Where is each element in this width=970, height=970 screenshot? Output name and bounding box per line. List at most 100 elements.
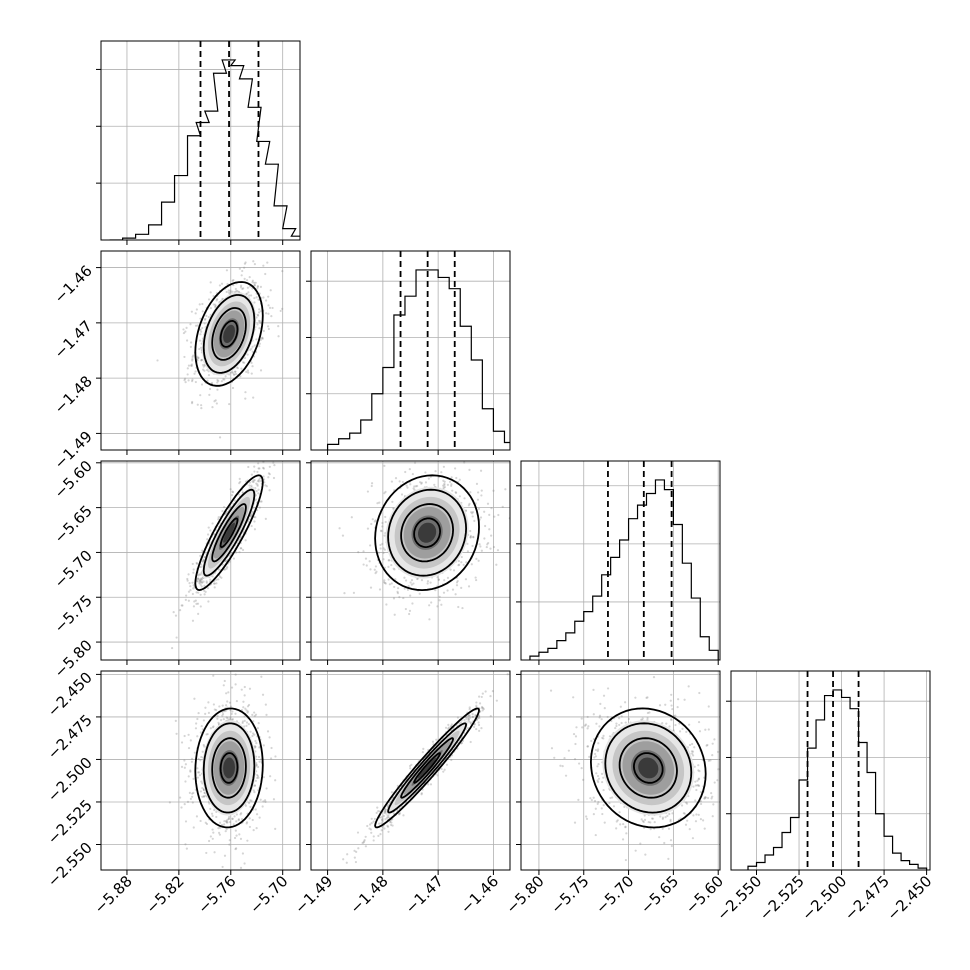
sample-point (380, 822, 383, 825)
sample-point (196, 359, 199, 362)
y-tick-label: −5.75 (51, 591, 96, 636)
sample-point (443, 482, 446, 485)
sample-point (205, 580, 208, 583)
sample-point (256, 727, 259, 730)
sample-point (390, 791, 394, 794)
sample-point (186, 800, 190, 803)
sample-point (697, 784, 701, 787)
sample-point (259, 321, 262, 324)
sample-point (664, 703, 667, 706)
sample-point (267, 312, 270, 315)
sample-point (379, 833, 382, 836)
sample-point (667, 827, 671, 830)
sample-point (691, 750, 695, 753)
sample-point (387, 559, 390, 562)
sample-point (438, 595, 441, 598)
sample-point (259, 758, 263, 761)
sample-point (209, 529, 212, 532)
sample-point (222, 378, 225, 381)
sample-point (398, 813, 401, 816)
sample-point (594, 833, 597, 837)
sample-point (383, 464, 386, 467)
sample-point (265, 713, 268, 716)
sample-point (618, 723, 621, 727)
sample-point (346, 853, 349, 856)
sample-point (703, 797, 706, 800)
contour-line (374, 707, 480, 829)
sample-point (256, 479, 259, 483)
sample-point (268, 306, 272, 309)
sample-point (450, 476, 453, 479)
sample-point (241, 269, 244, 273)
sample-point (634, 696, 637, 699)
sample-point (234, 712, 237, 715)
sample-point (404, 579, 408, 582)
sample-point (614, 726, 617, 730)
sample-point (237, 818, 240, 822)
sample-point (573, 821, 577, 824)
sample-point (404, 607, 407, 611)
sample-point (200, 565, 203, 568)
sample-point (268, 736, 271, 739)
sample-point (231, 490, 234, 493)
sample-point (195, 561, 198, 565)
contour-line (604, 722, 693, 814)
sample-point (447, 726, 451, 729)
sample-point (436, 576, 439, 579)
sample-point (279, 457, 281, 459)
sample-point (224, 568, 227, 571)
sample-point (197, 578, 200, 581)
sample-point (199, 554, 202, 557)
sample-point (471, 715, 475, 718)
sample-point (202, 560, 205, 563)
sample-point (187, 733, 190, 736)
sample-point (364, 557, 368, 560)
panel-frame (730, 670, 931, 871)
sample-point (200, 404, 203, 407)
sample-point (383, 811, 386, 815)
sample-point (232, 373, 235, 376)
sample-point (248, 825, 251, 829)
sample-point (430, 601, 433, 604)
sample-point (224, 512, 228, 515)
sample-point (253, 711, 256, 714)
sample-point (218, 705, 221, 708)
sample-point (383, 581, 386, 584)
sample-point (446, 576, 450, 579)
sample-point (262, 800, 265, 803)
sample-point (179, 796, 182, 799)
sample-point (671, 707, 674, 711)
sample-point (257, 462, 260, 465)
sample-point (204, 821, 207, 824)
sample-point (168, 801, 171, 804)
sample-point (188, 581, 191, 585)
sample-point (234, 829, 237, 832)
sample-point (442, 591, 446, 594)
sample-point (406, 588, 410, 591)
sample-point (213, 582, 216, 585)
sample-point (254, 713, 258, 716)
sample-point (247, 801, 251, 805)
sample-point (584, 723, 588, 726)
sample-point (368, 827, 371, 830)
sample-point (187, 590, 191, 593)
sample-point (495, 563, 498, 566)
sample-point (257, 755, 261, 759)
sample-point (197, 356, 200, 359)
sample-point (223, 710, 226, 713)
sample-point (620, 721, 623, 725)
sample-point (476, 498, 480, 501)
sample-point (412, 487, 415, 490)
sample-point (455, 581, 459, 584)
sample-point (597, 801, 600, 804)
sample-point (732, 753, 734, 755)
sample-point (199, 328, 202, 331)
sample-point (248, 294, 251, 297)
sample-point (201, 750, 204, 753)
sample-point (196, 717, 199, 721)
sample-point (384, 817, 387, 821)
sample-point (603, 821, 606, 824)
sample-point (251, 345, 254, 348)
sample-point (253, 784, 256, 787)
sample-point (465, 717, 468, 720)
